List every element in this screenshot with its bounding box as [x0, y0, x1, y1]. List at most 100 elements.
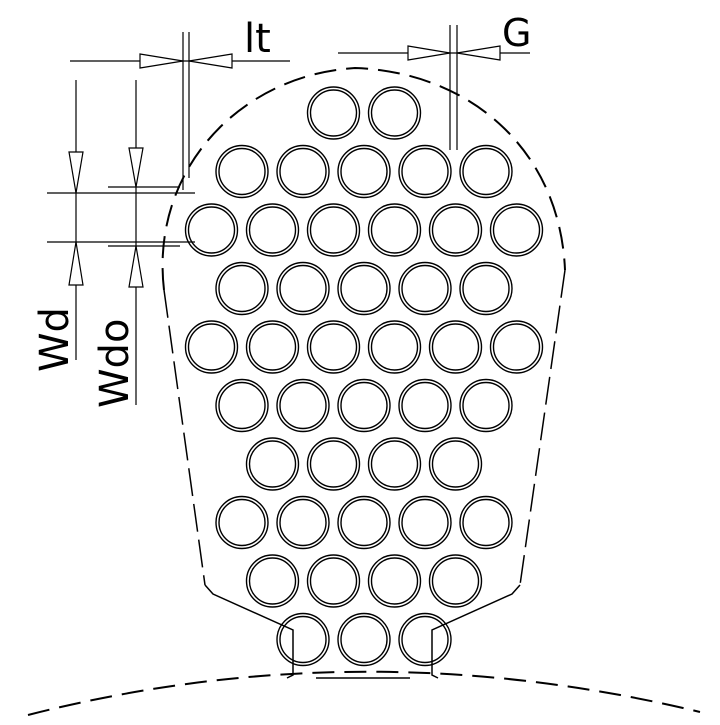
conductor-inner-circle — [309, 557, 358, 605]
conductor-inner-circle — [309, 89, 358, 137]
conductor-outer-circle — [276, 495, 330, 550]
conductor-outer-circle — [276, 144, 330, 199]
conductor-outer-circle — [306, 203, 361, 257]
conductor-inner-circle — [279, 264, 327, 313]
slot-outline-right-side — [519, 269, 566, 586]
conductor-inner-circle — [248, 323, 297, 371]
conductor-inner-circle — [370, 323, 419, 371]
conductor-inner-circle — [218, 498, 266, 547]
dimension-wd-wdo: Wd Wdo — [32, 80, 195, 408]
conductor-inner-circle — [462, 498, 510, 547]
conductor-outer-circle — [245, 203, 300, 257]
conductor-inner-circle — [309, 323, 358, 371]
conductor-inner-circle — [279, 381, 327, 430]
conductor-inner-circle — [218, 381, 266, 430]
conductor-inner-circle — [370, 89, 419, 137]
conductor-outer-circle — [428, 437, 483, 491]
label-wd: Wd — [32, 307, 78, 372]
conductor-outer-circle — [337, 612, 391, 667]
conductor-inner-circle — [340, 498, 388, 547]
label-lt: lt — [244, 16, 271, 62]
conductor-inner-circle — [279, 615, 327, 664]
conductor-outer-circle — [367, 203, 422, 257]
conductor-inner-circle — [370, 440, 419, 488]
conductor-inner-circle — [401, 498, 449, 547]
conductor-outer-circle — [306, 320, 361, 374]
conductor-inner-circle — [370, 557, 419, 605]
conductor-inner-circle — [431, 206, 480, 254]
conductor-inner-circle — [462, 381, 510, 430]
conductor-outer-circle — [398, 144, 452, 199]
conductor-inner-circle — [340, 615, 388, 664]
conductor-outer-circle — [276, 612, 330, 667]
conductor-outer-circle — [428, 554, 483, 608]
dimension-lt: lt — [70, 16, 290, 190]
conductor-group — [184, 86, 544, 667]
conductor-inner-circle — [492, 206, 541, 254]
conductor-inner-circle — [431, 323, 480, 371]
rotor-outer-arc — [27, 670, 701, 716]
conductor-outer-circle — [276, 378, 330, 433]
conductor-inner-circle — [248, 557, 297, 605]
conductor-inner-circle — [492, 323, 541, 371]
conductor-inner-circle — [401, 264, 449, 313]
conductor-outer-circle — [398, 495, 452, 550]
conductor-outer-circle — [367, 86, 422, 140]
conductor-inner-circle — [340, 264, 388, 313]
conductor-outer-circle — [459, 261, 513, 316]
conductor-outer-circle — [215, 144, 269, 199]
conductor-inner-circle — [218, 147, 266, 196]
conductor-outer-circle — [215, 261, 269, 316]
conductor-outer-circle — [337, 144, 391, 199]
conductor-outer-circle — [215, 495, 269, 550]
conductor-outer-circle — [245, 437, 300, 491]
conductor-inner-circle — [218, 264, 266, 313]
conductor-outer-circle — [459, 495, 513, 550]
conductor-outer-circle — [367, 554, 422, 608]
label-g: G — [502, 11, 531, 55]
conductor-inner-circle — [187, 323, 236, 371]
conductor-outer-circle — [428, 320, 483, 374]
slot-neck-left — [204, 584, 294, 679]
conductor-inner-circle — [401, 615, 449, 664]
conductor-outer-circle — [184, 320, 239, 374]
conductor-outer-circle — [398, 378, 452, 433]
conductor-inner-circle — [248, 206, 297, 254]
conductor-outer-circle — [459, 144, 513, 199]
conductor-outer-circle — [245, 554, 300, 608]
conductor-outer-circle — [398, 261, 452, 316]
conductor-outer-circle — [306, 86, 361, 140]
conductor-outer-circle — [459, 378, 513, 433]
conductor-outer-circle — [337, 378, 391, 433]
conductor-inner-circle — [401, 381, 449, 430]
conductor-outer-circle — [489, 320, 544, 374]
conductor-inner-circle — [462, 264, 510, 313]
conductor-inner-circle — [340, 381, 388, 430]
conductor-inner-circle — [309, 206, 358, 254]
slot-neck-right — [431, 584, 521, 679]
conductor-inner-circle — [279, 498, 327, 547]
conductor-inner-circle — [401, 147, 449, 196]
conductor-outer-circle — [215, 378, 269, 433]
conductor-outer-circle — [184, 203, 239, 257]
conductor-outer-circle — [489, 203, 544, 257]
conductor-outer-circle — [428, 203, 483, 257]
conductor-outer-circle — [337, 261, 391, 316]
conductor-inner-circle — [462, 147, 510, 196]
label-wdo: Wdo — [92, 319, 138, 408]
slot-outline-left-side — [163, 289, 206, 586]
slot-outline-top-arc — [161, 66, 566, 291]
conductor-inner-circle — [279, 147, 327, 196]
conductor-outer-circle — [367, 437, 422, 491]
conductor-inner-circle — [431, 557, 480, 605]
conductor-outer-circle — [337, 495, 391, 550]
conductor-inner-circle — [248, 440, 297, 488]
conductor-inner-circle — [187, 206, 236, 254]
dimension-g: G — [338, 11, 531, 150]
conductor-inner-circle — [431, 440, 480, 488]
conductor-inner-circle — [340, 147, 388, 196]
conductor-outer-circle — [306, 437, 361, 491]
conductor-inner-circle — [309, 440, 358, 488]
